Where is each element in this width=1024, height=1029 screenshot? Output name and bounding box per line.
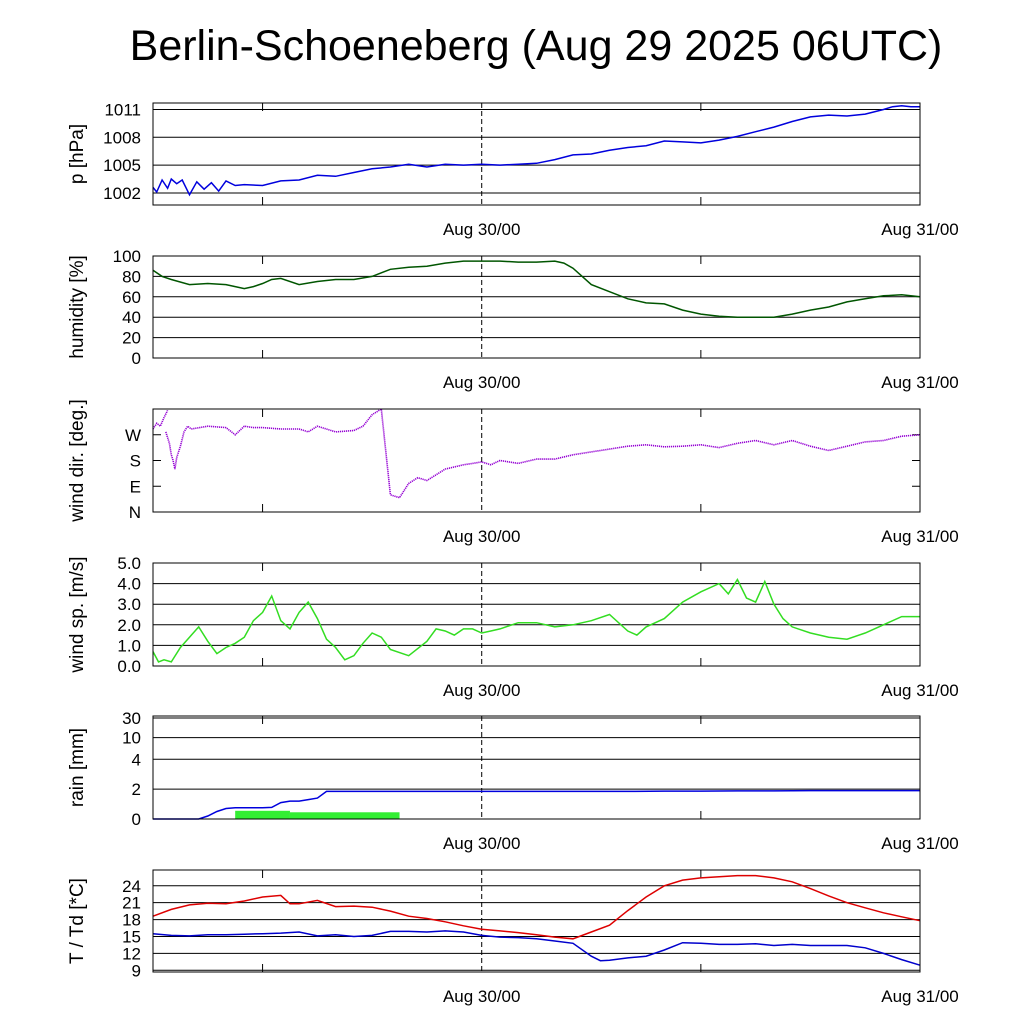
x-tick-label: Aug 31/00 bbox=[881, 220, 959, 239]
y-axis-label: rain [mm] bbox=[67, 728, 88, 807]
series-rain_total bbox=[153, 789, 920, 820]
y-tick-label: 80 bbox=[122, 267, 141, 286]
x-tick-label: Aug 31/00 bbox=[881, 527, 959, 546]
panel-pressure: 1002 1005 1008 1011 p [hPa] Aug 30/00 Aug 31/0… bbox=[67, 100, 959, 239]
x-tick-label: Aug 30/00 bbox=[443, 987, 521, 1006]
y-tick-label: 0 bbox=[132, 810, 141, 829]
y-tick-label: 0.0 bbox=[117, 657, 141, 676]
x-tick-label: Aug 30/00 bbox=[443, 220, 521, 239]
y-tick-label: 1002 bbox=[103, 184, 141, 203]
series-wind_dir bbox=[165, 425, 192, 470]
plot-frame bbox=[152, 408, 921, 513]
series-pressure bbox=[152, 105, 920, 197]
y-axis-label: humidity [%] bbox=[67, 255, 88, 358]
y-tick-label: 18 bbox=[122, 911, 141, 930]
y-tick-label: 3.0 bbox=[117, 595, 141, 614]
y-tick-label: 60 bbox=[122, 288, 141, 307]
plot-frame bbox=[152, 255, 921, 359]
y-tick-label: 1.0 bbox=[117, 636, 141, 655]
y-tick-label: E bbox=[130, 477, 141, 496]
x-tick-label: Aug 30/00 bbox=[443, 527, 521, 546]
y-tick-label: 0 bbox=[132, 349, 141, 368]
y-tick-label: 24 bbox=[122, 877, 141, 896]
series-wind_speed bbox=[152, 577, 920, 663]
y-tick-label: 1011 bbox=[104, 100, 141, 119]
y-axis-label: wind sp. [m/s] bbox=[67, 556, 88, 673]
y-tick-label: 40 bbox=[122, 308, 141, 327]
y-tick-label: 15 bbox=[122, 927, 141, 946]
series-wind_dir bbox=[191, 407, 921, 499]
y-tick-label: 2.0 bbox=[117, 616, 141, 635]
y-tick-label: 100 bbox=[113, 247, 141, 266]
y-axis-label: wind dir. [deg.] bbox=[67, 399, 88, 523]
y-tick-label: S bbox=[130, 452, 141, 471]
x-tick-label: Aug 31/00 bbox=[881, 987, 959, 1006]
page-title: Berlin-Schoeneberg (Aug 29 2025 06UTC) bbox=[129, 22, 943, 70]
x-tick-label: Aug 31/00 bbox=[881, 373, 959, 392]
y-axis-label: p [hPa] bbox=[67, 124, 88, 184]
x-tick-label: Aug 31/00 bbox=[881, 834, 959, 853]
x-tick-label: Aug 31/00 bbox=[881, 681, 959, 700]
y-tick-label: 2 bbox=[132, 780, 141, 799]
rain-bar bbox=[235, 810, 290, 819]
y-tick-label: 4 bbox=[132, 750, 141, 769]
series-wind_dir bbox=[152, 410, 169, 430]
x-tick-label: Aug 30/00 bbox=[443, 373, 521, 392]
series-humidity bbox=[152, 260, 921, 318]
y-tick-label: W bbox=[125, 426, 141, 445]
series-dewpoint bbox=[152, 930, 921, 966]
y-tick-label: 9 bbox=[132, 961, 141, 980]
y-tick-label: 4.0 bbox=[117, 575, 141, 594]
y-tick-label: 12 bbox=[122, 944, 141, 963]
y-tick-label: 1008 bbox=[103, 128, 141, 147]
y-tick-label: 30 bbox=[122, 709, 141, 728]
rain-bar bbox=[289, 812, 400, 819]
panel-wind_speed: 0.0 1.02.0 3.04.0 5.0 wind sp. [m/s] Aug 30/0… bbox=[67, 554, 959, 700]
y-tick-label: 20 bbox=[122, 329, 141, 348]
plot-frame bbox=[152, 869, 921, 973]
y-tick-label: N bbox=[129, 503, 141, 522]
plot-frame bbox=[152, 102, 921, 206]
y-axis-label: T / Td [*C] bbox=[67, 878, 88, 964]
plot-frame bbox=[152, 562, 921, 667]
plot-frame bbox=[152, 715, 921, 820]
x-tick-label: Aug 30/00 bbox=[443, 681, 521, 700]
y-tick-label: 1005 bbox=[103, 156, 141, 175]
y-tick-label: 5.0 bbox=[117, 554, 141, 573]
series-temperature bbox=[152, 874, 921, 940]
x-tick-label: Aug 30/00 bbox=[443, 834, 521, 853]
y-tick-label: 10 bbox=[122, 729, 141, 748]
y-tick-label: 21 bbox=[122, 894, 141, 913]
